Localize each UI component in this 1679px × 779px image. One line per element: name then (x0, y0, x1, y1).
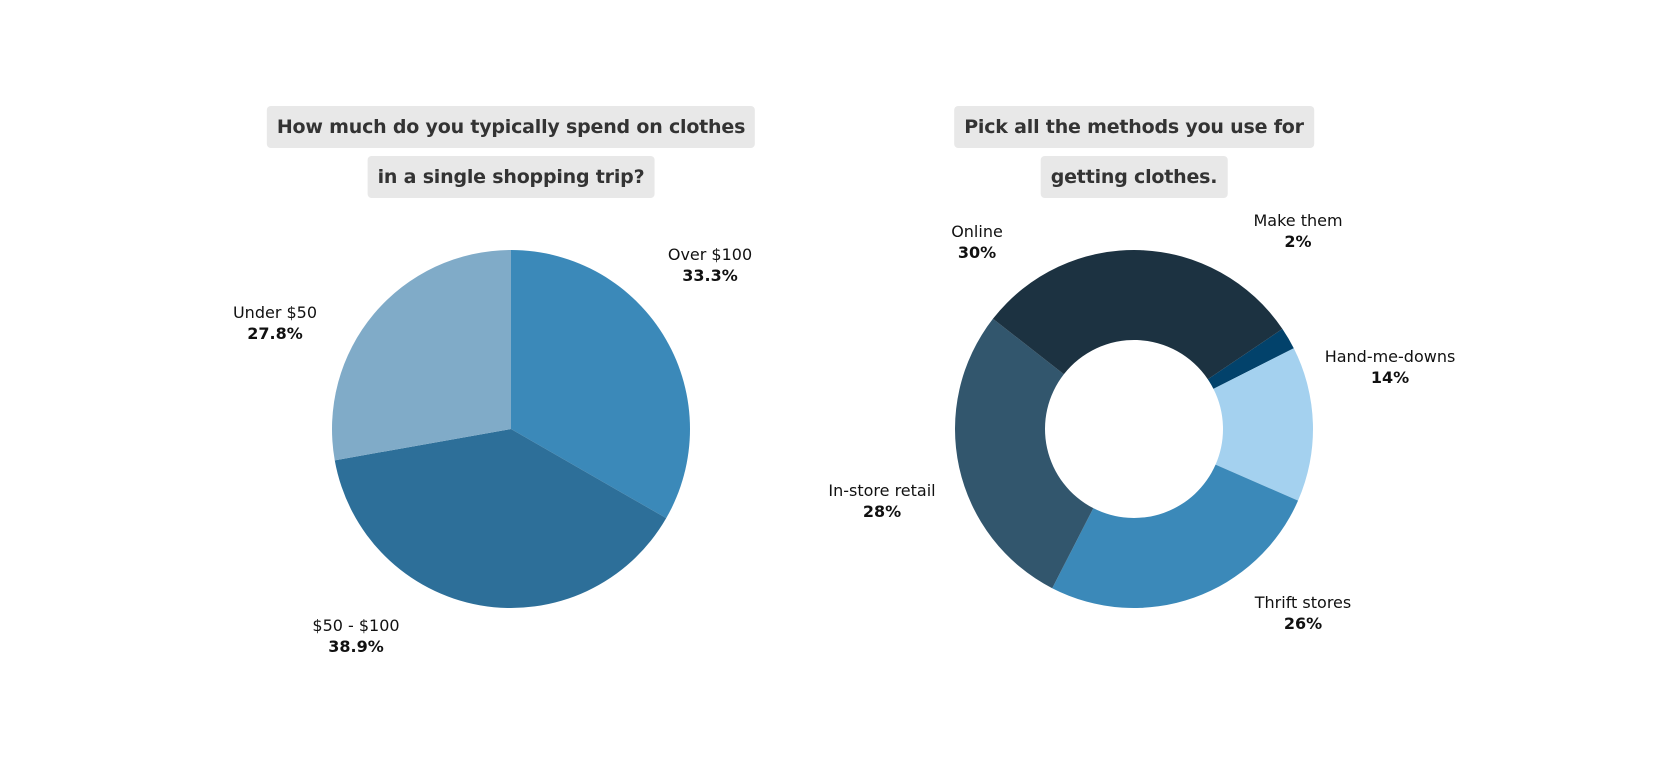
chart1-slice-50-100 (334, 429, 667, 608)
chart1-value-over-100: 33.3% (682, 266, 738, 285)
chart2-title-line-1: Pick all the methods you use for (954, 106, 1314, 148)
chart1-label-50-100: $50 - $100 (312, 616, 399, 635)
chart1-label-over-100: Over $100 (668, 245, 752, 264)
chart1-title-line-2: in a single shopping trip? (367, 156, 655, 198)
chart2-label-online: Online (951, 222, 1003, 241)
chart2-value-make-them: 2% (1284, 232, 1311, 251)
chart2-value-thrift-stores: 26% (1284, 614, 1322, 633)
chart1-title-line-1: How much do you typically spend on cloth… (266, 106, 756, 148)
chart1-label-under-50: Under $50 (233, 303, 317, 322)
chart2-label-in-store-retail: In-store retail (828, 481, 935, 500)
chart2-slice-in-store-retail (955, 318, 1094, 589)
chart2-slice-online (992, 249, 1283, 380)
chart2-slice-thrift-stores (1052, 464, 1299, 609)
chart2-value-in-store-retail: 28% (863, 502, 901, 521)
chart1-value-50-100: 38.9% (328, 637, 384, 656)
chart2-title-line-2: getting clothes. (1040, 156, 1228, 198)
chart2-slice-hand-me-downs (1213, 348, 1313, 501)
chart2-slice-make-them (1207, 328, 1294, 389)
chart2-value-online: 30% (958, 243, 996, 262)
chart1-value-under-50: 27.8% (247, 324, 303, 343)
chart1-slice-over-100 (511, 250, 690, 519)
chart2-label-hand-me-downs: Hand-me-downs (1325, 347, 1456, 366)
chart2-label-thrift-stores: Thrift stores (1254, 593, 1351, 612)
chart2-value-hand-me-downs: 14% (1371, 368, 1409, 387)
chart2-label-make-them: Make them (1253, 211, 1342, 230)
chart1-slice-under-50 (331, 250, 511, 461)
